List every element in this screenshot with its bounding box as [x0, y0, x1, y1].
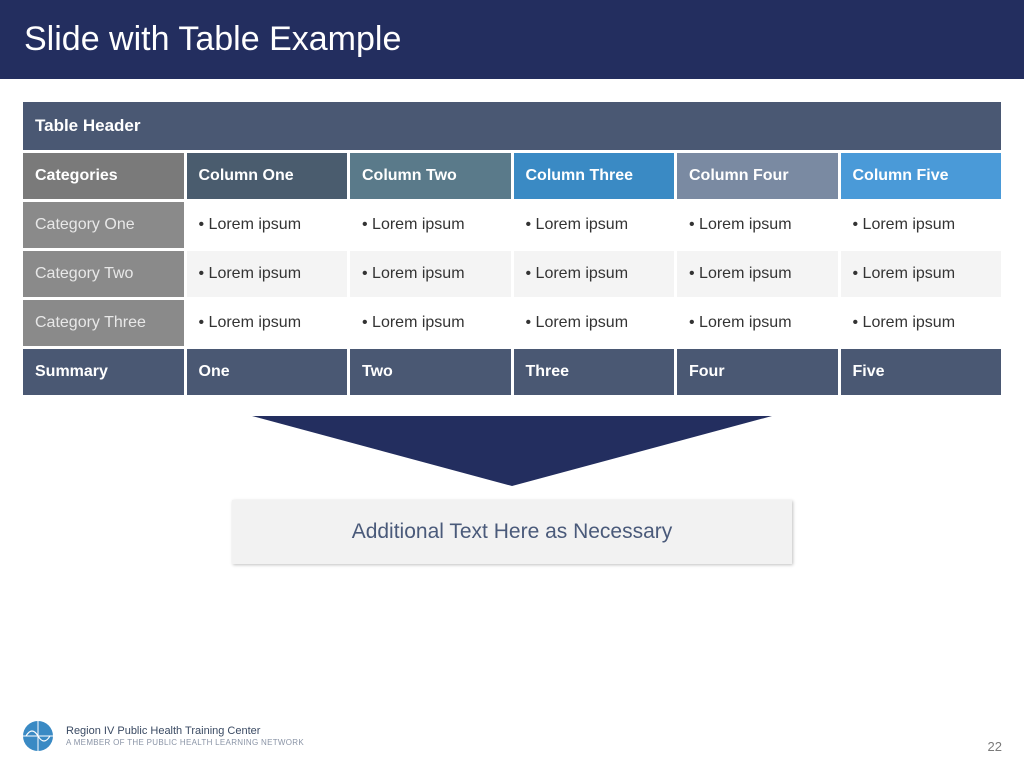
data-cell: Lorem ipsum	[350, 300, 511, 346]
data-cell: Lorem ipsum	[187, 202, 348, 248]
additional-text: Additional Text Here as Necessary	[352, 520, 673, 543]
data-cell: Lorem ipsum	[677, 251, 838, 297]
column-header-1: Column One	[187, 153, 348, 199]
table-row: Category Three Lorem ipsum Lorem ipsum L…	[23, 300, 1001, 346]
data-cell: Lorem ipsum	[350, 202, 511, 248]
table-container: Table Header Categories Column One Colum…	[0, 79, 1024, 398]
table-row: Category One Lorem ipsum Lorem ipsum Lor…	[23, 202, 1001, 248]
table-header-row: Table Header	[23, 102, 1001, 150]
summary-cell: Five	[841, 349, 1002, 395]
data-cell: Lorem ipsum	[841, 300, 1002, 346]
slide-title-bar: Slide with Table Example	[0, 0, 1024, 79]
data-cell: Lorem ipsum	[187, 251, 348, 297]
footer-line-2: A MEMBER OF THE PUBLIC HEALTH LEARNING N…	[66, 738, 304, 748]
page-number: 22	[988, 739, 1002, 754]
column-header-5: Column Five	[841, 153, 1002, 199]
column-header-3: Column Three	[514, 153, 675, 199]
data-cell: Lorem ipsum	[677, 300, 838, 346]
data-cell: Lorem ipsum	[514, 202, 675, 248]
categories-header: Categories	[23, 153, 184, 199]
table-header: Table Header	[23, 102, 1001, 150]
slide-title: Slide with Table Example	[24, 20, 401, 58]
summary-label: Summary	[23, 349, 184, 395]
data-cell: Lorem ipsum	[187, 300, 348, 346]
category-label: Category One	[23, 202, 184, 248]
footer-text: Region IV Public Health Training Center …	[66, 725, 304, 748]
table-row: Category Two Lorem ipsum Lorem ipsum Lor…	[23, 251, 1001, 297]
data-cell: Lorem ipsum	[841, 202, 1002, 248]
data-cell: Lorem ipsum	[841, 251, 1002, 297]
column-header-2: Column Two	[350, 153, 511, 199]
additional-text-box: Additional Text Here as Necessary	[232, 500, 792, 564]
summary-row: Summary One Two Three Four Five	[23, 349, 1001, 395]
summary-cell: Four	[677, 349, 838, 395]
data-cell: Lorem ipsum	[677, 202, 838, 248]
down-arrow-icon	[252, 416, 772, 486]
column-header-4: Column Four	[677, 153, 838, 199]
example-table: Table Header Categories Column One Colum…	[20, 99, 1004, 398]
column-header-row: Categories Column One Column Two Column …	[23, 153, 1001, 199]
summary-cell: Three	[514, 349, 675, 395]
footer: Region IV Public Health Training Center …	[20, 718, 304, 754]
summary-cell: One	[187, 349, 348, 395]
category-label: Category Three	[23, 300, 184, 346]
data-cell: Lorem ipsum	[514, 251, 675, 297]
footer-line-1: Region IV Public Health Training Center	[66, 725, 304, 738]
data-cell: Lorem ipsum	[350, 251, 511, 297]
summary-cell: Two	[350, 349, 511, 395]
logo-icon	[20, 718, 56, 754]
down-arrow-container	[0, 416, 1024, 486]
data-cell: Lorem ipsum	[514, 300, 675, 346]
category-label: Category Two	[23, 251, 184, 297]
